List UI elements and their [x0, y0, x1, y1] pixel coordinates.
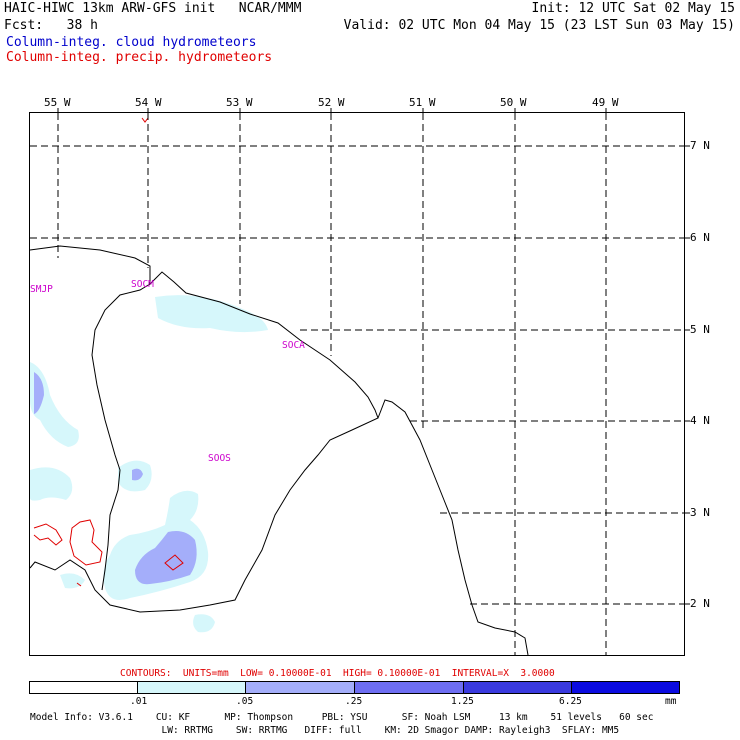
legend-precip-hydrometeors: Column-integ. precip. hydrometeors — [6, 50, 273, 65]
colorbar-box-3 — [354, 681, 464, 694]
colorbar-tick-0: .01 — [130, 696, 148, 707]
map-frame — [29, 112, 685, 656]
lon-label-52w: 52 W — [318, 96, 345, 109]
precip-hydrometeor-contours — [33, 117, 184, 587]
colorbar-box-2 — [245, 681, 355, 694]
colorbar — [29, 681, 680, 694]
lat-label-3n: 3 N — [690, 506, 710, 519]
station-smjp: SMJP — [30, 284, 53, 295]
model-info-line2: LW: RRTMG SW: RRTMG DIFF: full KM: 2D Sm… — [30, 725, 620, 736]
colorbar-units: mm — [665, 696, 677, 707]
station-socm: SOCM — [131, 279, 154, 290]
lon-label-51w: 51 W — [409, 96, 436, 109]
colorbar-box-4 — [463, 681, 572, 694]
lon-label-53w: 53 W — [226, 96, 253, 109]
valid-time: Valid: 02 UTC Mon 04 May 15 (23 LST Sun … — [343, 18, 735, 33]
legend-cloud-hydrometeors: Column-integ. cloud hydrometeors — [6, 35, 257, 50]
lon-label-55w: 55 W — [44, 96, 71, 109]
lon-label-54w: 54 W — [135, 96, 162, 109]
lon-label-50w: 50 W — [500, 96, 527, 109]
lat-label-6n: 6 N — [690, 231, 710, 244]
colorbar-box-5 — [571, 681, 680, 694]
model-info-line1: Model Info: V3.6.1 CU: KF MP: Thompson P… — [30, 712, 654, 723]
lat-label-4n: 4 N — [690, 414, 710, 427]
contours-info: CONTOURS: UNITS=mm LOW= 0.10000E-01 HIGH… — [120, 668, 555, 679]
graticule — [30, 113, 684, 655]
colorbar-tick-2: .25 — [345, 696, 363, 707]
colorbar-tick-4: 6.25 — [559, 696, 582, 707]
lat-label-7n: 7 N — [690, 139, 710, 152]
colorbar-tick-1: .05 — [236, 696, 254, 707]
coastline — [29, 245, 529, 656]
colorbar-tick-3: 1.25 — [451, 696, 474, 707]
colorbar-box-1 — [137, 681, 246, 694]
station-soos: SOOS — [208, 453, 231, 464]
cloud-hydrometeor-shading-medium — [34, 372, 197, 585]
colorbar-box-0 — [29, 681, 138, 694]
forecast-hour: Fcst: 38 h — [4, 18, 98, 33]
plot-title: HAIC-HIWC 13km ARW-GFS init NCAR/MMM — [4, 1, 302, 16]
station-soca: SOCA — [282, 340, 305, 351]
lon-label-49w: 49 W — [592, 96, 619, 109]
init-time: Init: 12 UTC Sat 02 May 15 — [531, 1, 736, 16]
lat-label-5n: 5 N — [690, 323, 710, 336]
lat-label-2n: 2 N — [690, 597, 710, 610]
